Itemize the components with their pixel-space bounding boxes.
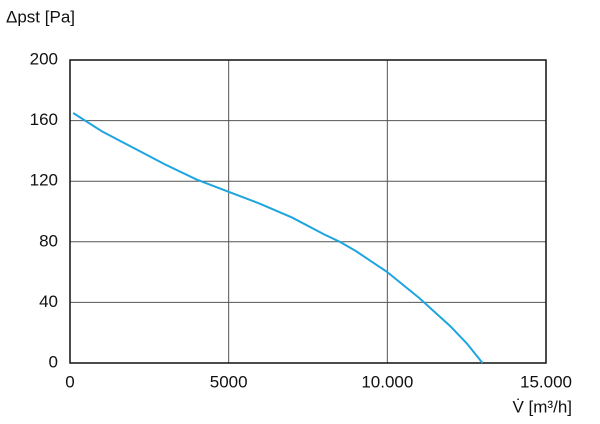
plot-frame <box>69 59 547 364</box>
y-tick-label: 120 <box>30 171 58 190</box>
y-tick-label: 80 <box>39 231 58 250</box>
x-tick-label: 10.000 <box>361 372 413 391</box>
y-tick-label: 160 <box>30 110 58 129</box>
y-axis-label: Δpst [Pa] <box>6 7 75 26</box>
x-axis-label: V̇ [m³/h] <box>512 397 572 416</box>
x-tick-label: 15.000 <box>520 372 572 391</box>
y-tick-label: 0 <box>49 352 58 371</box>
x-tick-label: 5000 <box>210 372 248 391</box>
x-tick-label: 0 <box>65 372 74 391</box>
curve <box>72 112 484 364</box>
y-tick-label: 40 <box>39 292 58 311</box>
y-tick-label: 200 <box>30 49 58 68</box>
